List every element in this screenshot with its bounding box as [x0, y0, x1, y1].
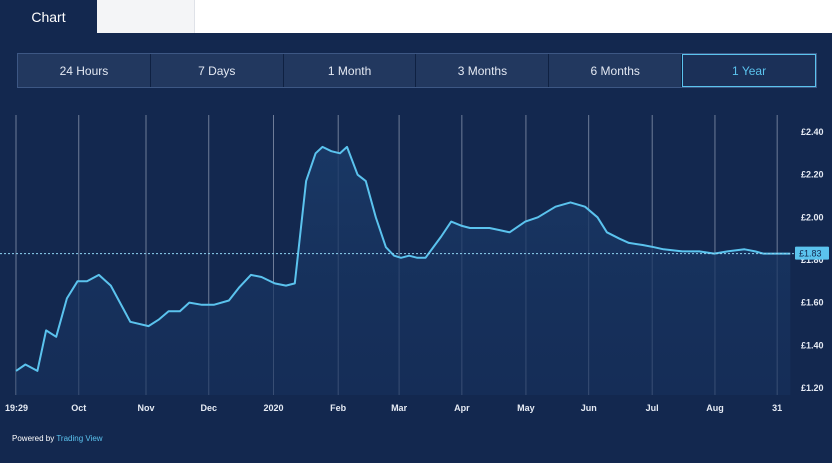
- x-tick-label: Feb: [330, 403, 347, 413]
- y-tick-label: £1.80: [801, 255, 824, 265]
- y-tick-label: £1.20: [801, 383, 824, 393]
- y-axis: £1.20 £1.40 £1.60 £1.80 £2.00 £2.20 £2.40: [801, 127, 824, 393]
- current-price-badge: £1.83: [795, 246, 829, 260]
- price-area-fill: [16, 146, 791, 395]
- x-tick-label: Mar: [391, 403, 408, 413]
- range-button-1-year[interactable]: 1 Year: [682, 54, 816, 87]
- x-tick-label: 2020: [263, 403, 283, 413]
- price-chart[interactable]: £1.20 £1.40 £1.60 £1.80 £2.00 £2.20 £2.40 19:2…: [0, 105, 832, 415]
- trading-view-link[interactable]: Trading View: [56, 434, 103, 443]
- x-tick-label: 19:29: [5, 403, 28, 413]
- y-tick-label: £2.00: [801, 212, 824, 222]
- x-tick-label: Jun: [581, 403, 597, 413]
- top-tab-bar: Chart: [0, 0, 832, 33]
- price-line: [15, 145, 791, 372]
- y-tick-label: £1.40: [801, 340, 824, 350]
- range-button-3-months[interactable]: 3 Months: [416, 54, 550, 87]
- x-tick-label: Apr: [454, 403, 470, 413]
- tab-chart[interactable]: Chart: [0, 0, 97, 33]
- range-button-7-days[interactable]: 7 Days: [151, 54, 284, 87]
- powered-by: Powered by Trading View: [12, 434, 103, 443]
- x-tick-label: Aug: [706, 403, 724, 413]
- x-tick-label: Oct: [71, 403, 86, 413]
- tab-empty[interactable]: [97, 0, 195, 33]
- range-button-6-months[interactable]: 6 Months: [549, 54, 683, 87]
- range-button-24-hours[interactable]: 24 Hours: [18, 54, 151, 87]
- y-tick-label: £2.20: [801, 170, 824, 180]
- range-button-1-month[interactable]: 1 Month: [284, 54, 417, 87]
- x-tick-label: 31: [772, 403, 782, 413]
- y-tick-label: £1.60: [801, 298, 824, 308]
- powered-by-text: Powered by: [12, 434, 55, 443]
- x-tick-label: Jul: [646, 403, 659, 413]
- y-tick-label: £2.40: [801, 127, 824, 137]
- time-range-selector: 24 Hours 7 Days 1 Month 3 Months 6 Months 1 Y…: [17, 53, 817, 88]
- x-tick-label: Dec: [201, 403, 218, 413]
- x-axis: 19:29 Oct Nov Dec 2020 Feb Mar Apr May Jun Jul Aug 3…: [5, 403, 782, 413]
- x-tick-label: Nov: [137, 403, 154, 413]
- x-tick-label: May: [517, 403, 535, 413]
- current-price-label: £1.83: [799, 249, 822, 259]
